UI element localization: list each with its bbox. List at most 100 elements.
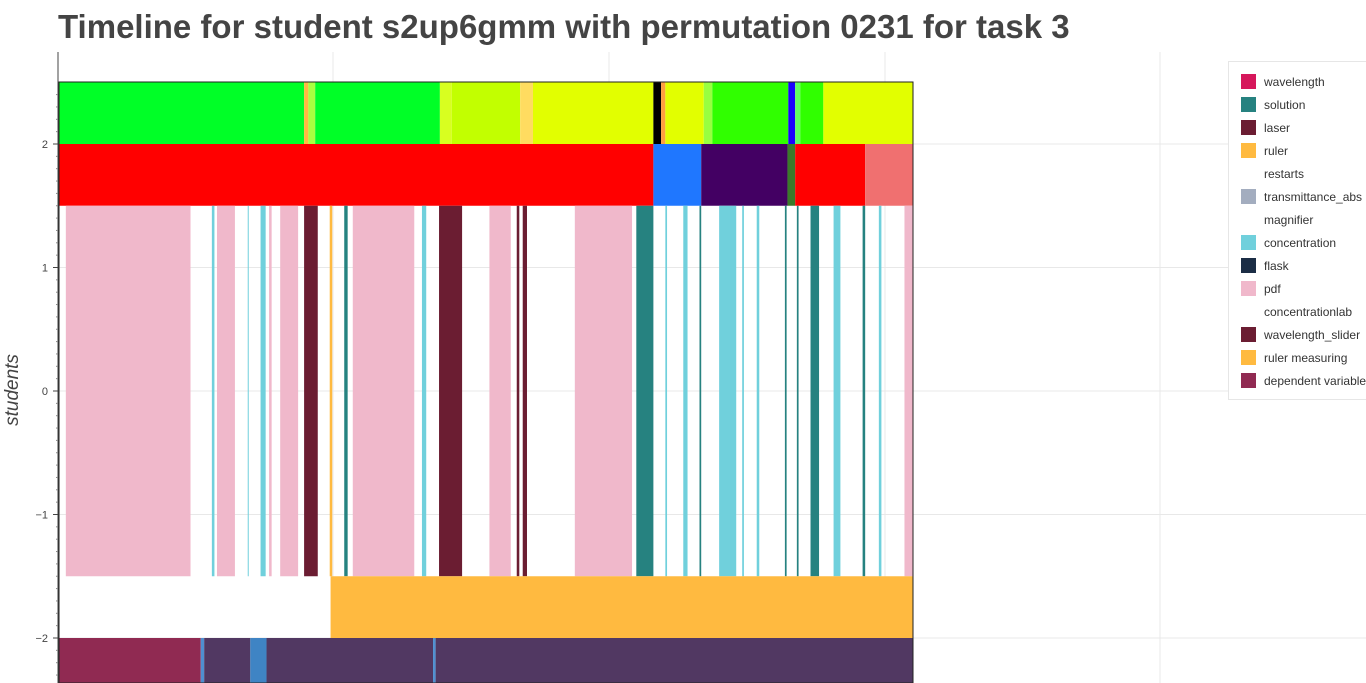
timeline-segment: [329, 205, 333, 577]
timeline-segment: [522, 205, 527, 577]
y-tick-label: 0: [42, 386, 48, 398]
timeline-segment: [574, 205, 633, 577]
timeline-segment: [756, 205, 760, 577]
timeline-segment: [211, 205, 215, 577]
legend-swatch: [1241, 189, 1256, 204]
timeline-segment: [204, 638, 251, 683]
legend-item[interactable]: solution: [1229, 93, 1366, 116]
timeline-segment: [308, 82, 316, 144]
timeline-segment: [439, 82, 452, 144]
timeline-segment: [800, 82, 824, 144]
timeline-segment: [784, 205, 787, 577]
timeline-segment: [269, 205, 272, 577]
timeline-segment: [439, 205, 463, 577]
timeline-segment: [795, 82, 801, 144]
timeline-segment: [520, 82, 533, 144]
timeline-segment: [216, 205, 235, 577]
legend-label: ruler: [1264, 143, 1289, 158]
timeline-segment: [742, 205, 744, 577]
timeline-segment: [421, 205, 427, 577]
timeline-segment: [435, 638, 913, 683]
legend-label: flask: [1264, 258, 1289, 273]
legend-swatch: [1241, 258, 1256, 273]
timeline-segment: [823, 82, 913, 144]
legend-label: magnifier: [1264, 212, 1314, 227]
timeline-segment: [260, 205, 266, 577]
legend-item[interactable]: wavelength: [1229, 70, 1366, 93]
legend-item[interactable]: wavelength_slider: [1229, 323, 1366, 346]
y-tick-label: −2: [35, 633, 48, 645]
y-axis-label: students: [2, 354, 23, 426]
legend-swatch: [1241, 281, 1256, 296]
legend-swatch: [1241, 143, 1256, 158]
legend-label: transmittance_abs: [1264, 189, 1363, 204]
y-tick-label: 2: [42, 139, 48, 151]
legend-label: dependent variable: [1264, 373, 1366, 388]
legend-swatch: [1241, 304, 1256, 319]
timeline-segment: [788, 82, 796, 144]
legend-item[interactable]: ruler: [1229, 139, 1366, 162]
timeline-segment: [683, 205, 688, 577]
timeline-segment: [344, 205, 348, 577]
timeline-segment: [865, 144, 913, 206]
legend-item[interactable]: transmittance_abs: [1229, 185, 1366, 208]
timeline-segment: [712, 82, 789, 144]
timeline-segment: [878, 205, 882, 577]
legend-swatch: [1241, 212, 1256, 227]
timeline-segment: [653, 82, 662, 144]
timeline-segment: [200, 638, 205, 683]
timeline-segment: [451, 82, 521, 144]
timeline-segment: [665, 82, 704, 144]
legend-item[interactable]: restarts: [1229, 162, 1366, 185]
legend-label: restarts: [1264, 166, 1305, 181]
chart-title: Timeline for student s2up6gmm with permu…: [58, 8, 1070, 45]
timeline-segment: [266, 638, 434, 683]
timeline-segment: [247, 205, 249, 577]
timeline-segment: [330, 576, 913, 638]
timeline-segment: [65, 205, 191, 577]
legend-swatch: [1241, 97, 1256, 112]
timeline-segment: [304, 82, 309, 144]
timeline-segment: [59, 82, 305, 144]
timeline-segment: [787, 144, 796, 206]
legend-item[interactable]: magnifier: [1229, 208, 1366, 231]
legend-item[interactable]: ruler measuring: [1229, 346, 1366, 369]
timeline-segment: [665, 205, 668, 577]
legend-swatch: [1241, 166, 1256, 181]
timeline-segment: [489, 205, 511, 577]
timeline-segment: [352, 205, 415, 577]
timeline-segment: [719, 205, 737, 577]
timeline-segment: [703, 82, 713, 144]
legend-swatch: [1241, 373, 1256, 388]
legend-item[interactable]: flask: [1229, 254, 1366, 277]
timeline-segment: [516, 205, 520, 577]
legend-swatch: [1241, 120, 1256, 135]
timeline-segment: [433, 638, 436, 683]
timeline-segment: [653, 144, 702, 206]
legend-label: pdf: [1264, 281, 1281, 296]
timeline-segment: [904, 205, 913, 577]
legend-swatch: [1241, 327, 1256, 342]
legend-swatch: [1241, 235, 1256, 250]
legend-item[interactable]: laser: [1229, 116, 1366, 139]
timeline-segment: [250, 638, 267, 683]
legend-label: concentrationlab: [1264, 304, 1353, 319]
data-frame: [58, 81, 914, 683]
legend-swatch: [1241, 74, 1256, 89]
legend-item[interactable]: dependent variable: [1229, 369, 1366, 392]
legend-label: concentration: [1264, 235, 1337, 250]
y-tick-label: 1: [42, 263, 48, 275]
timeline-segment: [862, 205, 866, 577]
timeline-segment: [59, 638, 201, 683]
timeline-segment: [833, 205, 841, 577]
legend-swatch: [1241, 350, 1256, 365]
timeline-segment: [636, 205, 654, 577]
legend-item[interactable]: concentration: [1229, 231, 1366, 254]
legend-item[interactable]: concentrationlab: [1229, 300, 1366, 323]
legend-label: wavelength: [1264, 74, 1325, 89]
timeline-segment: [810, 205, 820, 577]
y-tick-label: −1: [35, 510, 48, 522]
timeline-segment: [59, 144, 654, 206]
legend-item[interactable]: pdf: [1229, 277, 1366, 300]
